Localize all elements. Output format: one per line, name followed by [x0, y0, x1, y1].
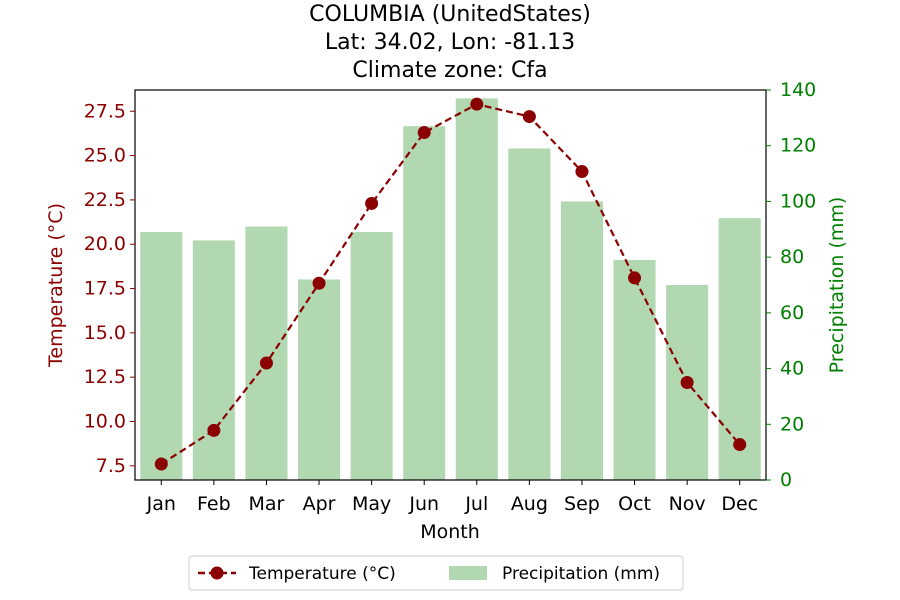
precipitation-tick-label: 120: [780, 135, 816, 157]
x-tick-label-jul: Jul: [464, 493, 488, 515]
precipitation-tick-label: 20: [780, 413, 804, 435]
precipitation-bar-jun: [403, 126, 446, 480]
legend-precipitation-label: Precipitation (mm): [502, 564, 660, 584]
x-tick-label-apr: Apr: [303, 493, 336, 515]
temperature-axis: 7.5 10.0 12.5 15.0 17.5 20.0 22.5 25.0 27.5: [84, 100, 135, 477]
precipitation-bars: [140, 98, 761, 480]
legend-precipitation-swatch: [449, 566, 487, 580]
chart-title-line-1: COLUMBIA (UnitedStates): [309, 2, 591, 27]
precipitation-tick-label: 140: [780, 79, 816, 101]
x-tick-label-may: May: [352, 493, 391, 515]
x-axis-label: Month: [420, 521, 480, 543]
temperature-point-feb: [207, 423, 221, 437]
temperature-tick-label: 7.5: [96, 455, 126, 477]
precipitation-bar-apr: [298, 279, 341, 480]
x-tick-label-jan: Jan: [146, 493, 176, 515]
y-axis-label-precipitation: Precipitation (mm): [826, 197, 848, 374]
precipitation-bar-mar: [245, 226, 288, 480]
precipitation-bar-may: [350, 232, 393, 480]
x-tick-label-feb: Feb: [197, 493, 231, 515]
x-tick-label-dec: Dec: [721, 493, 758, 515]
temperature-series: [154, 97, 747, 471]
x-tick-label-jun: Jun: [408, 493, 439, 515]
temperature-point-oct: [628, 271, 642, 285]
x-tick-label-oct: Oct: [618, 493, 651, 515]
temperature-point-jun: [417, 126, 431, 140]
precipitation-tick-label: 80: [780, 246, 804, 268]
temperature-tick-label: 20.0: [84, 233, 126, 255]
temperature-point-dec: [733, 438, 747, 452]
x-tick-label-mar: Mar: [249, 493, 285, 515]
legend-box: [188, 555, 684, 591]
x-tick-label-sep: Sep: [564, 493, 600, 515]
precipitation-tick-label: 0: [780, 469, 792, 491]
temperature-point-jul: [470, 97, 484, 111]
legend: Temperature (°C) Precipitation (mm): [188, 555, 684, 591]
x-tick-label-nov: Nov: [669, 493, 706, 515]
precipitation-bar-jul: [455, 98, 498, 480]
precipitation-bar-dec: [718, 218, 761, 480]
precipitation-bar-sep: [560, 201, 603, 480]
precipitation-bar-jan: [140, 232, 183, 480]
y-axis-label-temperature: Temperature (°C): [45, 203, 67, 368]
legend-temperature-label: Temperature (°C): [248, 564, 396, 584]
temperature-point-may: [365, 196, 379, 210]
plot-frame: [134, 89, 767, 481]
precipitation-bar-oct: [613, 259, 656, 480]
temperature-point-aug: [522, 110, 536, 124]
x-axis: Jan Feb Mar Apr May Jun Jul Aug Sep Oct Nov Dec: [146, 480, 758, 515]
precipitation-bar-feb: [192, 240, 235, 480]
temperature-tick-label: 17.5: [84, 278, 126, 300]
legend-temperature-marker: [210, 566, 224, 580]
temperature-tick-label: 10.0: [84, 411, 126, 433]
chart-title-line-2: Lat: 34.02, Lon: -81.13: [325, 30, 575, 55]
precipitation-bar-aug: [508, 148, 551, 480]
chart-title-line-3: Climate zone: Cfa: [352, 58, 547, 83]
temperature-point-apr: [312, 276, 326, 290]
x-tick-label-aug: Aug: [511, 493, 548, 515]
precipitation-tick-label: 100: [780, 190, 816, 212]
temperature-tick-label: 12.5: [84, 366, 126, 388]
temperature-point-jan: [154, 457, 168, 471]
temperature-tick-label: 15.0: [84, 322, 126, 344]
temperature-point-sep: [575, 165, 589, 179]
precipitation-tick-label: 60: [780, 302, 804, 324]
precipitation-tick-label: 40: [780, 358, 804, 380]
precipitation-axis: 0 20 40 60 80 100 120 140: [766, 79, 816, 491]
temperature-tick-label: 22.5: [84, 189, 126, 211]
temperature-line: [160, 103, 741, 465]
temperature-point-nov: [680, 376, 694, 389]
temperature-point-mar: [259, 356, 273, 370]
temperature-tick-label: 25.0: [84, 145, 126, 167]
temperature-tick-label: 27.5: [84, 100, 126, 122]
